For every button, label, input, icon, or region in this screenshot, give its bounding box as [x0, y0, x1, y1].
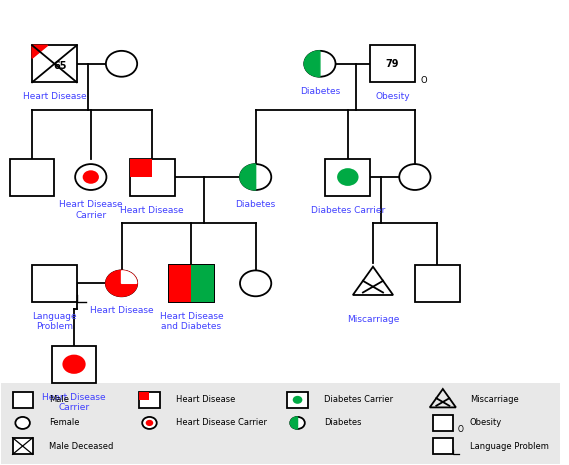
Text: Heart Disease
Carrier: Heart Disease Carrier	[59, 200, 122, 219]
Circle shape	[399, 164, 431, 190]
Text: 79: 79	[386, 59, 399, 69]
Text: Miscarriage: Miscarriage	[347, 315, 399, 324]
Text: Diabetes Carrier: Diabetes Carrier	[324, 395, 394, 405]
Polygon shape	[32, 45, 48, 58]
Text: Heart Disease: Heart Disease	[176, 395, 236, 405]
Wedge shape	[122, 271, 137, 283]
Text: 65: 65	[53, 61, 67, 71]
Bar	[52, 346, 96, 383]
Circle shape	[63, 355, 86, 374]
Bar	[169, 265, 191, 302]
Wedge shape	[106, 271, 137, 296]
Circle shape	[290, 417, 305, 429]
Text: Miscarriage: Miscarriage	[469, 395, 518, 405]
Circle shape	[337, 168, 358, 186]
Circle shape	[240, 271, 271, 296]
Bar	[433, 415, 453, 431]
Text: Diabetes Carrier: Diabetes Carrier	[311, 206, 385, 215]
Wedge shape	[304, 51, 320, 77]
Wedge shape	[240, 164, 255, 190]
Bar	[32, 265, 77, 302]
Text: O: O	[420, 76, 427, 85]
Circle shape	[142, 417, 156, 429]
Bar	[130, 159, 175, 195]
Text: Heart Disease
and Diabetes: Heart Disease and Diabetes	[159, 312, 223, 332]
Text: Male: Male	[50, 395, 69, 405]
Bar	[191, 265, 214, 302]
Text: Language Problem: Language Problem	[469, 442, 549, 451]
Text: Heart Disease: Heart Disease	[90, 306, 153, 315]
Circle shape	[83, 170, 99, 184]
Bar	[139, 392, 150, 400]
Bar	[10, 159, 55, 195]
Circle shape	[106, 271, 137, 296]
Bar	[1, 383, 560, 464]
Text: O: O	[457, 425, 463, 434]
Circle shape	[146, 420, 153, 426]
Circle shape	[240, 164, 271, 190]
Text: Obesity: Obesity	[375, 93, 410, 101]
Text: Heart Disease
Carrier: Heart Disease Carrier	[42, 393, 106, 412]
Circle shape	[106, 51, 137, 77]
Text: Language
Problem: Language Problem	[32, 312, 77, 332]
Text: Heart Disease: Heart Disease	[23, 93, 86, 101]
Circle shape	[304, 51, 336, 77]
Circle shape	[75, 164, 106, 190]
Bar	[13, 392, 32, 408]
Text: Male Deceased: Male Deceased	[50, 442, 114, 451]
Bar	[13, 438, 32, 454]
Bar	[130, 159, 152, 177]
Text: Obesity: Obesity	[469, 418, 502, 427]
Bar	[370, 45, 415, 82]
Circle shape	[292, 396, 302, 404]
Wedge shape	[290, 417, 298, 429]
Text: Heart Disease Carrier: Heart Disease Carrier	[176, 418, 267, 427]
Text: Diabetes: Diabetes	[324, 418, 362, 427]
Bar	[32, 45, 77, 82]
Bar	[287, 392, 308, 408]
Text: Diabetes: Diabetes	[236, 200, 276, 209]
Bar	[169, 265, 214, 302]
Bar	[325, 159, 370, 195]
Text: Female: Female	[50, 418, 80, 427]
Text: Diabetes: Diabetes	[300, 87, 340, 96]
Bar	[415, 265, 460, 302]
Circle shape	[15, 417, 30, 429]
Bar	[139, 392, 159, 408]
Bar	[169, 265, 214, 302]
Bar	[433, 438, 453, 454]
Text: Heart Disease: Heart Disease	[121, 206, 184, 215]
